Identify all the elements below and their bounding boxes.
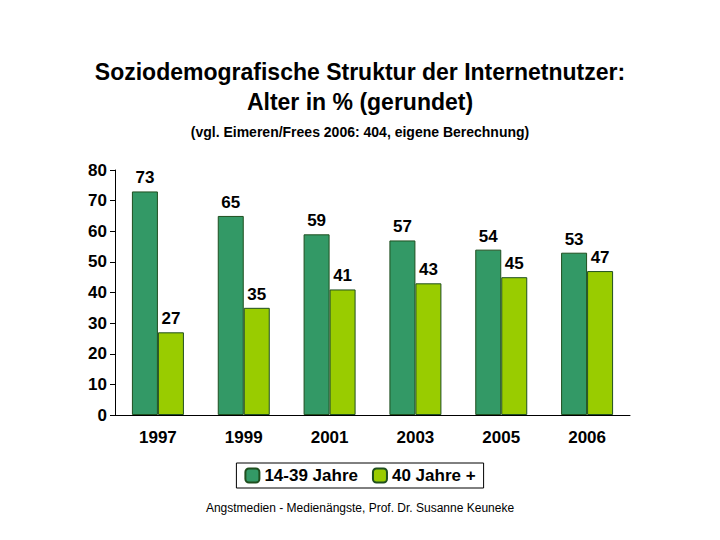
svg-text:70: 70 bbox=[88, 191, 107, 210]
svg-text:Angstmedien - Medienängste, Pr: Angstmedien - Medienängste, Prof. Dr. Su… bbox=[206, 501, 515, 515]
svg-text:2003: 2003 bbox=[397, 428, 435, 447]
svg-text:Alter in % (gerundet): Alter in % (gerundet) bbox=[247, 89, 473, 115]
svg-text:14-39 Jahre: 14-39 Jahre bbox=[264, 466, 358, 485]
svg-text:45: 45 bbox=[505, 254, 524, 273]
svg-text:1997: 1997 bbox=[139, 428, 177, 447]
svg-text:40 Jahre +: 40 Jahre + bbox=[392, 466, 476, 485]
svg-text:40: 40 bbox=[88, 283, 107, 302]
svg-text:80: 80 bbox=[88, 161, 107, 180]
svg-text:43: 43 bbox=[419, 260, 438, 279]
svg-text:57: 57 bbox=[393, 217, 412, 236]
svg-text:73: 73 bbox=[135, 168, 154, 187]
svg-text:Soziodemografische Struktur de: Soziodemografische Struktur der Internet… bbox=[95, 59, 625, 85]
svg-text:2005: 2005 bbox=[482, 428, 520, 447]
svg-text:59: 59 bbox=[307, 211, 326, 230]
svg-text:20: 20 bbox=[88, 344, 107, 363]
svg-text:2001: 2001 bbox=[311, 428, 349, 447]
svg-text:50: 50 bbox=[88, 252, 107, 271]
svg-text:35: 35 bbox=[247, 285, 266, 304]
svg-text:30: 30 bbox=[88, 314, 107, 333]
svg-text:10: 10 bbox=[88, 375, 107, 394]
svg-text:(vgl. Eimeren/Frees 2006: 404,: (vgl. Eimeren/Frees 2006: 404, eigene Be… bbox=[191, 124, 529, 140]
svg-text:47: 47 bbox=[591, 248, 610, 267]
svg-text:54: 54 bbox=[479, 227, 498, 246]
svg-text:1999: 1999 bbox=[225, 428, 263, 447]
svg-text:65: 65 bbox=[221, 193, 240, 212]
svg-text:2006: 2006 bbox=[568, 428, 606, 447]
svg-text:27: 27 bbox=[161, 309, 180, 328]
svg-text:0: 0 bbox=[98, 406, 107, 425]
svg-text:53: 53 bbox=[565, 230, 584, 249]
svg-text:41: 41 bbox=[333, 266, 352, 285]
svg-text:60: 60 bbox=[88, 222, 107, 241]
